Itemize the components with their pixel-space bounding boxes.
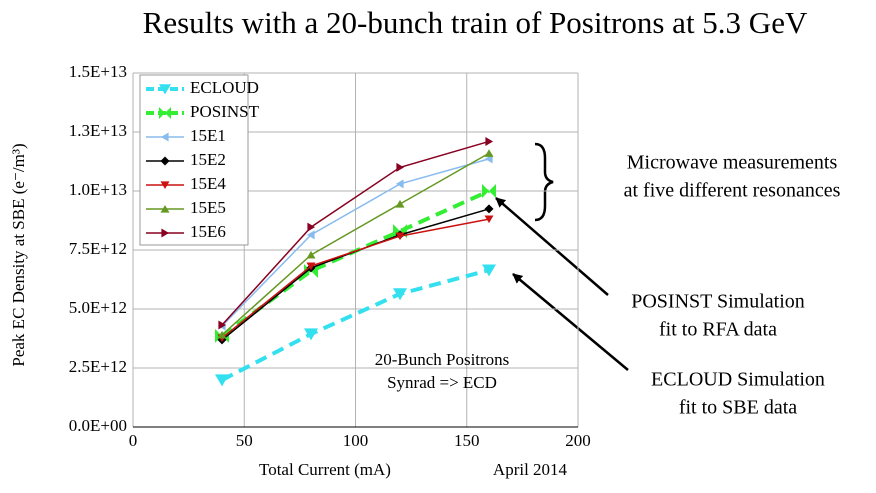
y-tick-label: 2.5E+12 [69,357,127,376]
legend-marker [160,156,170,166]
y-tick-label: 1.0E+13 [69,180,127,199]
brace [534,142,554,222]
series-line [221,158,490,327]
marker [306,262,316,271]
x-tick-label: 50 [236,431,253,450]
annotation: ECLOUD Simulation [651,369,825,391]
annotation: fit to SBE data [679,397,797,419]
y-axis-label: Peak EC Density at SBE (e⁻/m³) [9,143,28,366]
legend-label: 15E5 [190,198,226,217]
x-tick-label: 0 [129,431,138,450]
legend-box [139,74,249,246]
annotation: Microwave measurements [627,152,838,174]
annotation: 20-Bunch Positrons [375,350,510,369]
marker [482,184,496,198]
marker [218,320,227,330]
marker [215,374,229,387]
legend-label: 15E1 [190,126,226,145]
y-tick-label: 1.5E+13 [69,62,127,81]
marker [393,288,407,301]
marker [217,330,227,339]
series-line [221,152,490,336]
arrow [495,197,609,296]
marker [484,149,494,157]
marker [482,264,496,277]
marker [485,136,494,146]
annotation: fit to RFA data [659,319,777,341]
annotation: Synrad => ECD [387,373,497,392]
y-tick-label: 7.5E+12 [69,239,127,258]
marker [304,328,318,341]
legend-marker [160,181,170,190]
legend-marker [159,107,171,119]
legend-label: 15E6 [190,222,226,241]
chart-title: Results with a 20-bunch train of Positro… [143,5,808,40]
x-tick-label: 100 [343,431,369,450]
marker [395,199,405,208]
legend-marker [161,228,170,238]
legend-label: POSINST [190,102,260,121]
annotation: POSINST Simulation [631,291,805,313]
series-line [221,140,490,326]
marker [395,232,405,241]
x-tick-label: 150 [454,431,480,450]
legend-label: 15E4 [190,174,226,193]
marker [306,230,315,240]
series-line [221,218,490,339]
marker [484,204,494,214]
marker [484,215,494,224]
legend-marker [160,204,170,213]
marker [396,162,405,172]
marker [307,222,316,232]
x-tick-label: 200 [565,431,591,450]
legend-label: 15E2 [190,150,226,169]
legend-label: ECLOUD [190,78,259,97]
marker [306,250,316,259]
legend-marker [160,132,169,142]
y-tick-label: 1.3E+13 [69,121,127,140]
marker [395,179,404,189]
y-tick-label: 5.0E+12 [69,298,127,317]
annotation: at five different resonances [624,180,841,202]
x-axis-label: Total Current (mA) [259,460,391,479]
legend-marker [159,84,171,95]
annotation: April 2014 [493,460,568,479]
y-tick-label: 0.0E+00 [69,416,127,435]
arrow [512,273,629,371]
